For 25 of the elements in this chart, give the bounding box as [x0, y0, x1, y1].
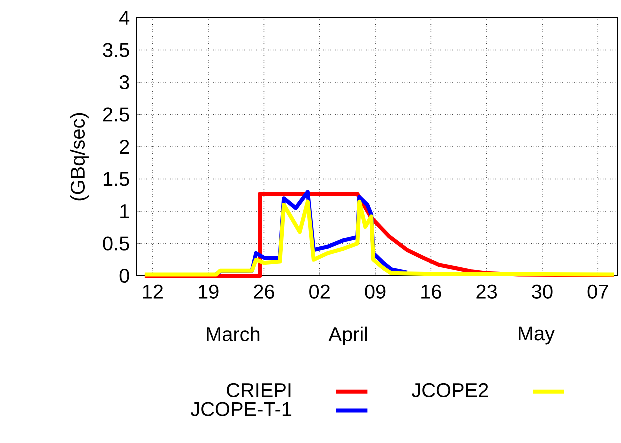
- x-tick-label: 07: [588, 284, 608, 299]
- y-tick-label: 3.5: [103, 43, 130, 58]
- y-tick-label: 3: [120, 75, 130, 90]
- text: May: [519, 326, 556, 345]
- y-tick-label: 1: [120, 204, 130, 218]
- x-tick-label: 26: [254, 284, 274, 299]
- x-tick-label: 16: [422, 284, 442, 299]
- legend-label: JCOPE2: [412, 383, 488, 398]
- text: March: [207, 326, 260, 342]
- y-tick-label: 4: [120, 11, 130, 25]
- legend-label: CRIEPI: [227, 383, 291, 398]
- x-tick-label: 02: [310, 284, 330, 299]
- y-tick-label: 0: [120, 268, 130, 284]
- x-tick-label: 19: [198, 284, 219, 299]
- y-tick-label: 1.5: [104, 172, 130, 186]
- text: April: [328, 326, 368, 346]
- y-tick-label: 0.5: [103, 236, 130, 251]
- x-tick-label: 23: [476, 284, 498, 299]
- y-axis-title: (GBq/sec): [70, 113, 89, 201]
- x-tick-label: 09: [365, 284, 386, 299]
- legend-label: JCOPE-T-1: [190, 402, 292, 416]
- x-tick-label: 30: [532, 284, 553, 299]
- y-tick-label: 2.5: [103, 108, 130, 122]
- y-tick-label: 2: [120, 140, 130, 154]
- x-tick-label: 12: [143, 284, 163, 299]
